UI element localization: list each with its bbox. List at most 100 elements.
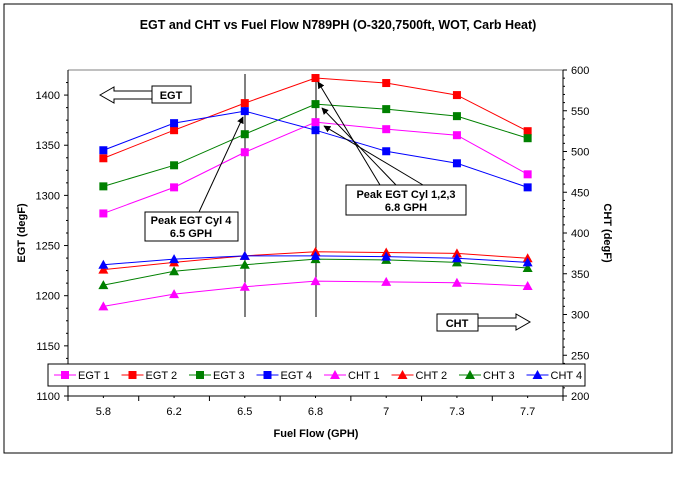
data-point bbox=[98, 301, 109, 311]
data-point bbox=[239, 281, 250, 291]
data-point bbox=[311, 118, 320, 127]
data-point bbox=[522, 257, 533, 267]
x-tick-label: 5.8 bbox=[96, 406, 111, 418]
y-tick-label: 1250 bbox=[36, 241, 60, 253]
legend-item-cht-1: CHT 1 bbox=[324, 370, 380, 382]
data-point bbox=[382, 125, 391, 134]
y-axis-label: EGT (degF) bbox=[16, 203, 28, 263]
data-point bbox=[310, 250, 321, 260]
x-tick-label: 6.5 bbox=[237, 406, 252, 418]
data-point bbox=[522, 263, 533, 273]
data-point bbox=[451, 248, 462, 258]
legend-label: EGT 1 bbox=[78, 370, 110, 382]
data-point bbox=[170, 161, 179, 170]
legend-item-egt-2: EGT 2 bbox=[121, 370, 178, 382]
data-point bbox=[452, 159, 461, 168]
egt-arrow-label: EGT bbox=[160, 90, 183, 102]
data-point bbox=[169, 254, 180, 264]
y2-tick-label: 200 bbox=[571, 391, 589, 403]
legend-label: EGT 2 bbox=[146, 370, 178, 382]
callout-peak-cyl123: Peak EGT Cyl 1,2,3 6.8 GPH bbox=[317, 81, 467, 216]
x-tick-label: 7.7 bbox=[520, 406, 535, 418]
data-point bbox=[98, 264, 109, 274]
legend-box bbox=[47, 363, 586, 387]
legend-label: EGT 3 bbox=[213, 370, 245, 382]
legend-label: CHT 2 bbox=[416, 370, 448, 382]
x-tick-label: 7.3 bbox=[449, 406, 464, 418]
data-point bbox=[523, 170, 532, 179]
legend-marker bbox=[263, 371, 272, 379]
legend-item-cht-3: CHT 3 bbox=[459, 370, 515, 382]
data-point bbox=[452, 112, 461, 121]
data-point bbox=[99, 182, 108, 191]
legend-item-cht-2: CHT 2 bbox=[391, 370, 448, 382]
data-point bbox=[451, 253, 462, 263]
data-point bbox=[381, 251, 392, 261]
y2-tick-label: 450 bbox=[571, 187, 589, 199]
y2-tick-label: 250 bbox=[571, 350, 589, 362]
data-point bbox=[523, 134, 532, 143]
x-tick-label: 7 bbox=[383, 406, 389, 418]
callout-cyl123-line1: Peak EGT Cyl 1,2,3 bbox=[356, 189, 455, 201]
x-axis-label: Fuel Flow (GPH) bbox=[274, 428, 359, 440]
data-point bbox=[99, 146, 108, 155]
right-arrow-icon bbox=[477, 313, 532, 331]
series-egt-2 bbox=[99, 74, 532, 163]
data-point bbox=[98, 280, 109, 290]
data-point bbox=[170, 119, 179, 128]
callout-cyl4-line2: 6.5 GPH bbox=[170, 228, 212, 240]
x-tick-label: 6.2 bbox=[166, 406, 181, 418]
data-point bbox=[451, 277, 462, 287]
legend-marker bbox=[397, 370, 408, 379]
legend-marker bbox=[465, 370, 475, 379]
legend-label: EGT 4 bbox=[281, 370, 313, 382]
legend-item-egt-1: EGT 1 bbox=[54, 370, 110, 382]
data-point bbox=[239, 259, 250, 269]
data-point bbox=[523, 183, 532, 192]
y-tick-label: 1300 bbox=[36, 190, 60, 202]
legend-marker bbox=[196, 371, 204, 379]
series-egt-4 bbox=[99, 107, 532, 192]
data-point bbox=[311, 126, 320, 135]
y2-tick-label: 300 bbox=[571, 310, 589, 322]
data-point bbox=[169, 289, 180, 299]
data-point bbox=[240, 99, 249, 108]
data-point bbox=[99, 154, 108, 163]
data-point bbox=[311, 74, 320, 83]
data-point bbox=[170, 126, 179, 135]
callout-peak-cyl4: Peak EGT Cyl 4 6.5 GPH bbox=[144, 116, 244, 242]
callout-arrow bbox=[317, 81, 381, 186]
data-point bbox=[240, 130, 249, 139]
data-point bbox=[382, 105, 391, 114]
data-point bbox=[452, 91, 461, 100]
data-point bbox=[381, 276, 392, 286]
y2-tick-label: 350 bbox=[571, 269, 589, 281]
legend-item-egt-3: EGT 3 bbox=[189, 370, 245, 382]
y2-tick-label: 600 bbox=[571, 65, 589, 77]
cht-arrow-annotation: CHT bbox=[436, 313, 532, 332]
data-point bbox=[382, 79, 391, 88]
data-point bbox=[523, 127, 532, 136]
legend-marker bbox=[532, 370, 543, 379]
cht-arrow-label: CHT bbox=[446, 318, 469, 330]
y-tick-label: 1400 bbox=[36, 90, 60, 102]
x-tick-label: 6.8 bbox=[308, 406, 323, 418]
y2-tick-label: 400 bbox=[571, 228, 589, 240]
legend-marker bbox=[128, 371, 137, 379]
data-point bbox=[311, 100, 320, 109]
legend-item-egt-4: EGT 4 bbox=[256, 370, 313, 382]
data-point bbox=[382, 147, 391, 156]
data-point bbox=[310, 276, 321, 286]
data-point bbox=[170, 183, 179, 192]
egt-arrow-annotation: EGT bbox=[98, 85, 192, 104]
data-point bbox=[240, 148, 249, 157]
data-point bbox=[169, 266, 180, 276]
y-tick-label: 1150 bbox=[36, 341, 60, 353]
y-tick-label: 1100 bbox=[36, 391, 60, 403]
series-cht-4 bbox=[98, 250, 533, 269]
data-point bbox=[522, 280, 533, 290]
callout-arrow bbox=[198, 116, 244, 213]
legend-marker bbox=[61, 371, 69, 379]
